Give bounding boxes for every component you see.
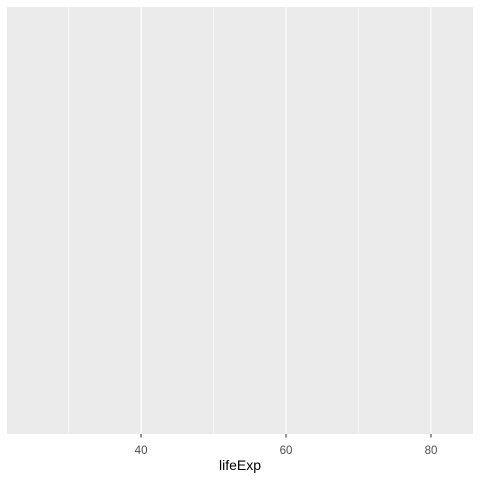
major-gridlines [140,7,432,434]
x-axis-tick-labels: 40 60 80 [135,445,438,457]
x-tick-label-60: 60 [280,445,293,457]
x-tick-label-40: 40 [135,445,148,457]
x-tick-label-80: 80 [425,445,438,457]
x-axis-ticks [140,434,432,438]
plot-panel [7,7,473,434]
x-axis-title: lifeExp [219,457,261,473]
minor-gridlines [68,7,359,434]
